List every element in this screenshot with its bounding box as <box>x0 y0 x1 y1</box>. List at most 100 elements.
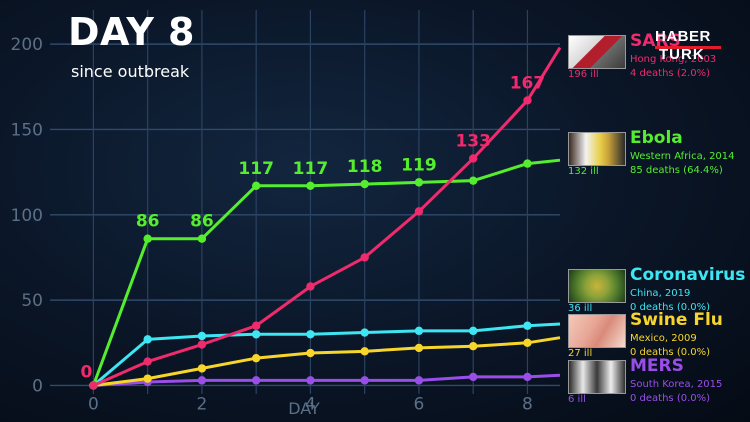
x-tick-label: 4 <box>305 394 316 414</box>
series-line <box>91 158 561 386</box>
y-tick-label: 200 <box>11 35 43 55</box>
y-tick-label: 150 <box>11 120 43 140</box>
series-swine-flu <box>89 336 561 390</box>
data-point <box>306 376 315 385</box>
legend-item-ebola: Ebola Western Africa, 2014 132 ill 85 de… <box>566 128 750 178</box>
data-point <box>414 376 424 385</box>
data-point <box>197 364 207 373</box>
series-line <box>93 373 561 387</box>
swine-flu-photo <box>568 314 626 348</box>
legend-location: South Korea, 2015 <box>630 379 723 390</box>
data-point <box>143 357 152 366</box>
legend-ill-count: 27 ill <box>568 348 593 359</box>
data-point <box>468 176 478 185</box>
data-point <box>251 376 261 385</box>
data-point <box>360 179 369 189</box>
data-point <box>523 338 532 347</box>
series-ebola: 86 86 117 117 118 119 <box>89 155 561 390</box>
data-point <box>523 321 532 330</box>
x-tick-label: 6 <box>414 394 425 414</box>
legend-name: Coronavirus <box>630 265 746 285</box>
legend-name: Swine Flu <box>630 310 723 330</box>
data-label: 117 <box>293 159 329 179</box>
series-line <box>92 46 562 387</box>
data-point <box>251 181 261 190</box>
x-tick-label: 8 <box>522 394 533 414</box>
data-point <box>306 330 315 339</box>
data-point <box>143 374 152 383</box>
legend-location: China, 2019 <box>630 288 691 299</box>
legend-deaths: 0 deaths (0.0%) <box>630 302 711 313</box>
series-coronavirus <box>89 321 561 390</box>
data-point <box>523 96 532 105</box>
y-tick-label: 50 <box>21 291 43 311</box>
logo-line-2: TURK <box>659 46 705 63</box>
data-point <box>251 321 261 330</box>
legend-item-mers: MERS South Korea, 2015 6 ill 0 deaths (0… <box>566 356 750 406</box>
data-point <box>143 234 152 243</box>
data-label: 86 <box>190 212 214 232</box>
legend-location: Mexico, 2009 <box>630 333 697 344</box>
data-point <box>360 347 369 356</box>
y-tick-label: 100 <box>11 206 43 226</box>
x-axis-ticks: 0 2 4 6 8 <box>88 394 533 414</box>
coronavirus-photo <box>568 269 626 303</box>
legend-deaths: 85 deaths (64.4%) <box>630 165 723 176</box>
legend-item-swine-flu: Swine Flu Mexico, 2009 27 ill 0 deaths (… <box>566 310 750 360</box>
series-sars: 0 133 167 <box>80 46 562 390</box>
data-point <box>143 335 152 344</box>
sars-photo <box>568 35 626 69</box>
legend-name: MERS <box>630 356 684 376</box>
data-point <box>306 181 315 190</box>
legend-deaths: 0 deaths (0.0%) <box>630 347 711 358</box>
data-point <box>468 342 478 351</box>
chart-series: 86 86 117 117 118 119 0 133 167 <box>80 46 562 390</box>
data-point <box>523 159 532 168</box>
legend-ill-count: 132 ill <box>568 166 599 177</box>
data-point <box>414 326 424 336</box>
data-label: 117 <box>238 159 274 179</box>
legend-name: Ebola <box>630 128 683 148</box>
logo-bar <box>655 46 721 49</box>
data-point <box>360 328 369 337</box>
legend-ill-count: 6 ill <box>568 394 586 405</box>
data-point <box>468 154 478 163</box>
data-label: 133 <box>455 131 491 151</box>
legend-ill-count: 196 ill <box>568 69 599 80</box>
data-point <box>197 340 207 349</box>
data-point <box>360 376 369 385</box>
data-point <box>306 348 315 358</box>
y-tick-label: 0 <box>32 376 43 396</box>
day-counter-subtitle: since outbreak <box>71 62 190 81</box>
legend-location: Hong Kong, 2003 <box>630 54 717 65</box>
legend-deaths: 4 deaths (2.0%) <box>630 68 711 79</box>
data-point <box>197 234 207 243</box>
data-point <box>251 330 261 339</box>
legend-ill-count: 36 ill <box>568 303 593 314</box>
data-point <box>197 376 207 385</box>
data-point <box>468 326 478 336</box>
data-point <box>468 372 478 382</box>
mers-photo <box>568 360 626 394</box>
y-axis-ticks: 0 50 100 150 200 <box>11 35 43 396</box>
ebola-photo <box>568 132 626 166</box>
data-label: 118 <box>347 157 383 177</box>
series-line <box>93 336 561 387</box>
data-point <box>360 253 369 262</box>
x-tick-label: 2 <box>197 394 208 414</box>
data-point <box>197 331 207 341</box>
legend-item-sars: SARS Hong Kong, 2003 196 ill 4 deaths (2… <box>566 31 750 81</box>
data-label: 119 <box>401 155 437 175</box>
data-point <box>306 282 315 291</box>
data-label: 167 <box>510 73 546 93</box>
day-counter-title: DAY 8 <box>68 10 196 54</box>
legend-location: Western Africa, 2014 <box>630 151 735 162</box>
data-point <box>414 343 424 353</box>
legend-item-coronavirus: Coronavirus China, 2019 36 ill 0 deaths … <box>566 265 750 315</box>
data-point <box>523 372 532 382</box>
logo-line-1: HABER <box>655 28 711 45</box>
data-point <box>414 178 424 187</box>
series-line <box>92 322 561 387</box>
data-label: 0 <box>80 362 92 382</box>
